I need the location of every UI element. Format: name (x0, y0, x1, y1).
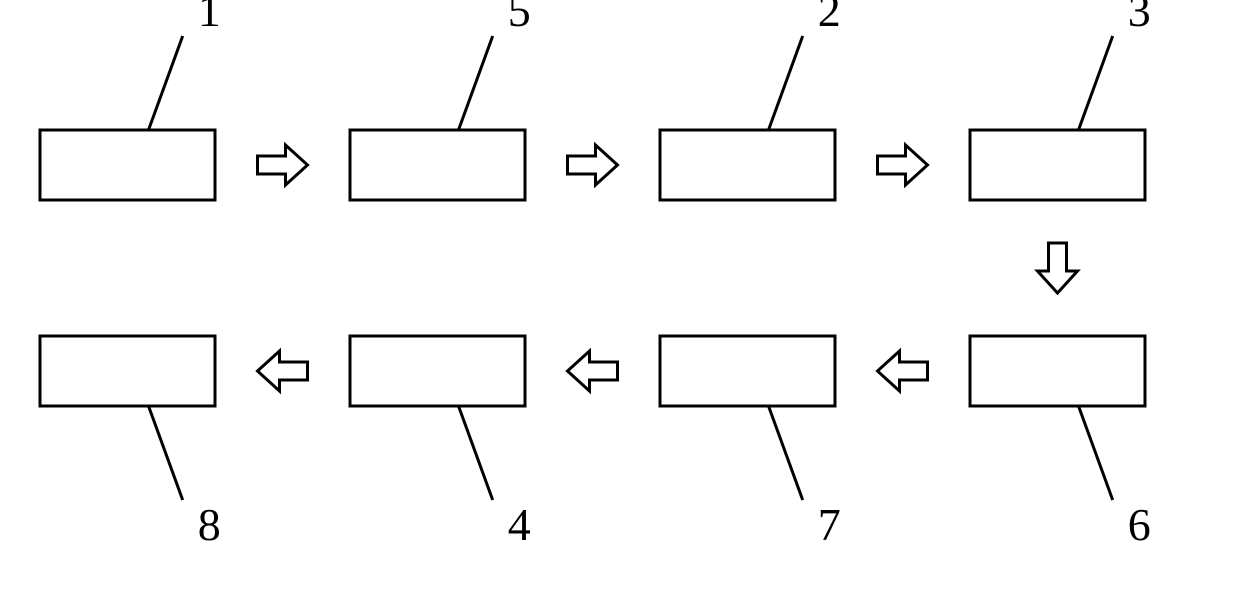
callout-line-n2 (769, 36, 803, 130)
callout-label-n4: 4 (508, 499, 531, 550)
callout-line-n1 (149, 36, 183, 130)
flow-node-n6 (970, 336, 1145, 406)
arrow-n3-n6 (1038, 243, 1078, 293)
callout-line-n7 (769, 406, 803, 500)
arrow-n5-n2 (568, 145, 618, 185)
callout-label-n6: 6 (1128, 499, 1151, 550)
callout-label-n5: 5 (508, 0, 531, 36)
callout-line-n4 (459, 406, 493, 500)
arrow-n7-n4 (568, 351, 618, 391)
callout-line-n6 (1079, 406, 1113, 500)
arrow-n6-n7 (878, 351, 928, 391)
arrow-n4-n8 (258, 351, 308, 391)
flow-node-n8 (40, 336, 215, 406)
callout-label-n1: 1 (198, 0, 221, 36)
flow-node-n5 (350, 130, 525, 200)
callout-label-n8: 8 (198, 499, 221, 550)
callout-line-n3 (1079, 36, 1113, 130)
callout-label-n7: 7 (818, 499, 841, 550)
callout-line-n5 (459, 36, 493, 130)
arrow-n1-n5 (258, 145, 308, 185)
flow-node-n3 (970, 130, 1145, 200)
flow-node-n1 (40, 130, 215, 200)
flow-diagram: 1 5 2 3 6 7 4 8 (0, 0, 1239, 598)
callout-label-n2: 2 (818, 0, 841, 36)
callout-line-n8 (149, 406, 183, 500)
arrow-n2-n3 (878, 145, 928, 185)
flow-node-n2 (660, 130, 835, 200)
flow-node-n7 (660, 336, 835, 406)
callout-label-n3: 3 (1128, 0, 1151, 36)
flow-node-n4 (350, 336, 525, 406)
